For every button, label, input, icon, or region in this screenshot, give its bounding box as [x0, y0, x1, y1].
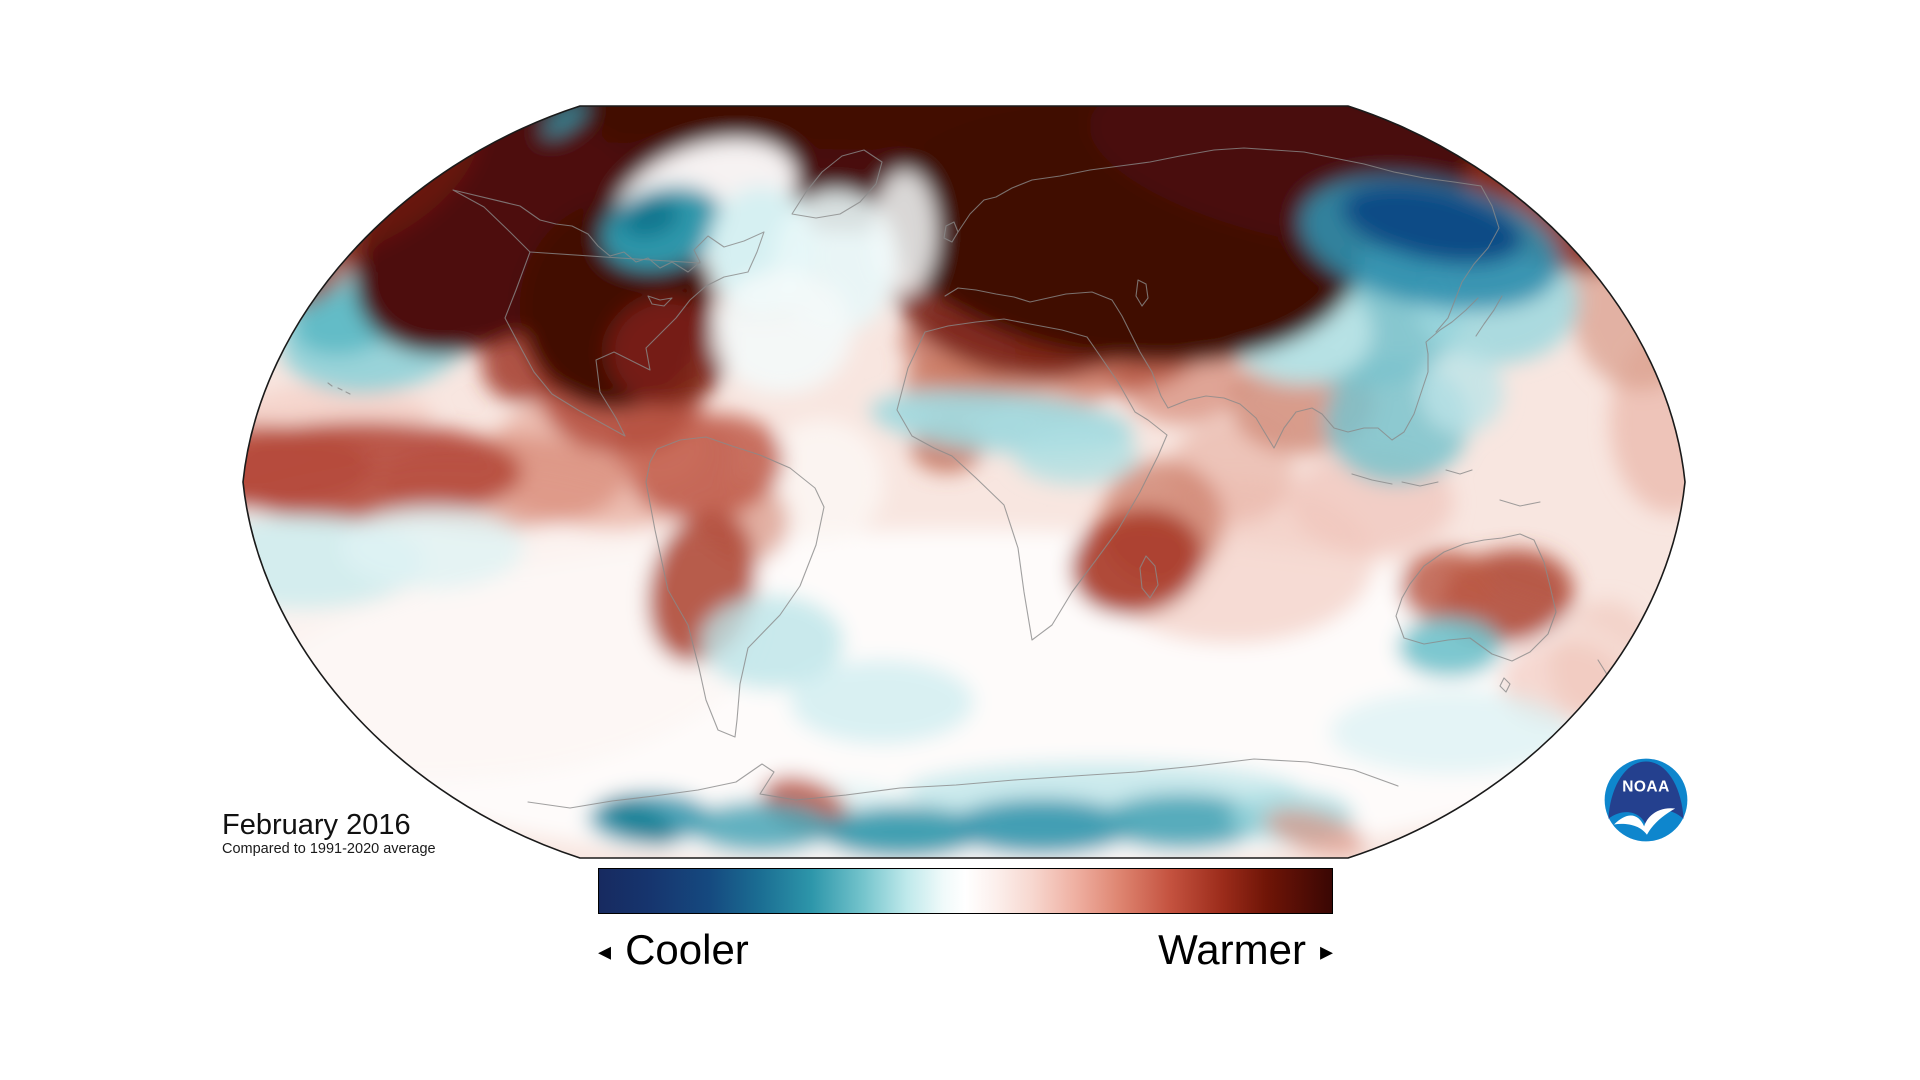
coastline-path: [943, 221, 959, 243]
anomaly-brazil-east-white: [760, 420, 884, 544]
coastline-path: [1395, 533, 1557, 662]
noaa-logo-text: NOAA: [1622, 779, 1670, 796]
seabird-icon: [1614, 808, 1676, 835]
coastline-path: [529, 251, 701, 264]
coastline-path: [527, 758, 1399, 809]
anomaly-quebec: [608, 297, 728, 407]
anomaly-sw-aus-teal: [1398, 617, 1502, 677]
anomaly-s-atlantic-cyan: [790, 660, 974, 744]
anomaly-ant-teal-5: [1100, 794, 1264, 850]
warmer-label-group: Warmer ▸: [1158, 926, 1333, 974]
right-arrow-icon: ▸: [1319, 936, 1333, 966]
anomaly-aus-center-red: [1400, 550, 1494, 624]
noaa-logo: NOAA: [1604, 758, 1688, 842]
anomaly-nw-pacific-pink: [1570, 210, 1685, 390]
anomaly-s-japan-cyan: [1420, 350, 1504, 434]
coastline-path: [1499, 677, 1511, 693]
coastline-path: [1475, 295, 1503, 337]
anomaly-s-indian-teal: [1330, 690, 1574, 774]
temperature-anomaly-field: [243, 106, 1685, 858]
caption: February 2016 Compared to 1991-2020 aver…: [222, 810, 436, 858]
anomaly-baffin-core: [620, 198, 680, 238]
anomaly-elnino-core: [243, 422, 522, 522]
coastline-path: [1139, 555, 1159, 599]
anomaly-colorbar: [598, 868, 1333, 914]
coastline-path: [1499, 499, 1541, 507]
anomaly-ant-teal-2: [690, 801, 834, 853]
anomaly-ne-corner-red: [1535, 121, 1685, 215]
map-projection-outline: [242, 105, 1686, 859]
caption-date: February 2016: [222, 809, 411, 841]
coastline-path: [647, 295, 673, 307]
anomaly-s-africa-core: [1070, 508, 1204, 616]
coastline-path: [957, 147, 1500, 333]
coastline-path: [791, 149, 883, 219]
coastline-path: [944, 287, 1479, 449]
coastline-path: [327, 382, 351, 395]
anomaly-norwegian-white: [873, 170, 937, 294]
anomaly-ant-teal-3: [820, 806, 984, 858]
anomaly-s-pacific-teal2: [340, 505, 524, 589]
left-arrow-icon: ◂: [598, 936, 612, 966]
warmer-label: Warmer: [1158, 926, 1306, 973]
coastline-path: [896, 318, 1168, 641]
colorbar-legend: ◂ Cooler Warmer ▸: [598, 926, 1333, 974]
coastline-path: [452, 189, 765, 437]
coastline-path: [1351, 469, 1473, 487]
anomaly-top-left-streak: [543, 106, 587, 137]
anomaly-amur-navy: [1341, 183, 1523, 265]
cooler-label-group: ◂ Cooler: [598, 926, 749, 974]
caption-note: Compared to 1991-2020 average: [222, 841, 436, 857]
anomaly-se-sa-teal: [700, 595, 844, 689]
anomaly-ant-teal-1b: [602, 798, 678, 846]
coastlines: [327, 147, 1609, 809]
cooler-label: Cooler: [625, 926, 749, 973]
coastline-path: [1135, 279, 1149, 307]
anomaly-ant-teal-4: [950, 799, 1134, 855]
anomaly-horn-teal: [1015, 430, 1139, 484]
anomaly-ant-red-right: [1264, 808, 1366, 856]
coastline-path: [645, 436, 825, 738]
anomaly-labrador-white: [712, 270, 852, 394]
